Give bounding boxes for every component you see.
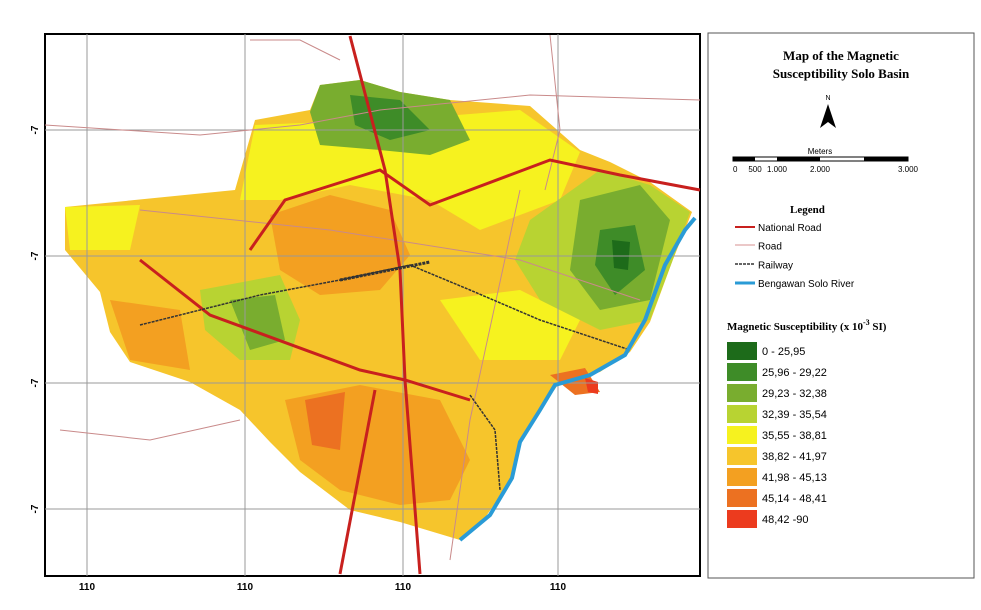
scale-bar bbox=[732, 156, 909, 162]
class-swatch bbox=[727, 510, 757, 528]
scale-label: 2.000 bbox=[810, 165, 831, 174]
class-swatch bbox=[727, 426, 757, 444]
y-grid-label: -7 bbox=[30, 504, 41, 513]
class-label: 32,39 - 35,54 bbox=[762, 409, 827, 421]
road bbox=[544, 34, 561, 191]
legend-label: Railway bbox=[758, 260, 793, 271]
zone bbox=[305, 392, 345, 450]
x-grid-label: 110 bbox=[237, 582, 254, 593]
national-road bbox=[338, 389, 377, 575]
class-swatch bbox=[727, 363, 757, 381]
scale-labels: 0 500 1.000 2.000 3.000 bbox=[733, 165, 919, 174]
legend-title: Legend bbox=[790, 204, 825, 216]
zone bbox=[585, 378, 598, 394]
scale-segment bbox=[864, 157, 908, 161]
y-grid-label: -7 bbox=[30, 125, 41, 134]
zone bbox=[612, 240, 630, 270]
national-road bbox=[348, 35, 422, 575]
north-arrow bbox=[820, 104, 836, 128]
legend-label: Bengawan Solo River bbox=[758, 279, 855, 290]
road bbox=[59, 419, 241, 441]
railway-line bbox=[139, 264, 631, 351]
scale-label: 1.000 bbox=[767, 165, 788, 174]
class-swatch bbox=[727, 384, 757, 402]
road bbox=[44, 94, 701, 136]
class-label: 45,14 - 48,41 bbox=[762, 493, 827, 505]
y-grid-label: -7 bbox=[30, 251, 41, 260]
zone bbox=[350, 95, 430, 140]
national-road bbox=[139, 258, 471, 402]
class-list: 0 - 25,95 25,96 - 29,22 29,23 - 32,38 32,39… bbox=[727, 342, 827, 528]
class-label: 48,42 -90 bbox=[762, 514, 808, 526]
roads bbox=[44, 34, 701, 561]
classes-title-part: Magnetic Susceptibility (x 10 bbox=[727, 321, 863, 333]
zone bbox=[440, 290, 580, 360]
legend-panel bbox=[707, 32, 975, 579]
class-label: 25,96 - 29,22 bbox=[762, 367, 827, 379]
zone bbox=[65, 205, 140, 250]
y-grid-label: -7 bbox=[30, 378, 41, 387]
class-swatch bbox=[727, 489, 757, 507]
railway-line bbox=[469, 394, 501, 491]
classes-title-part: SI) bbox=[870, 321, 887, 333]
legend-label: Road bbox=[758, 242, 782, 253]
legend-items: National Road Road Railway Bengawan Solo Ri… bbox=[758, 223, 855, 290]
road bbox=[449, 189, 521, 561]
x-grid-label: 110 bbox=[79, 582, 96, 593]
class-swatch bbox=[727, 405, 757, 423]
north-label: N bbox=[825, 95, 830, 102]
scale-segment bbox=[733, 157, 755, 161]
scale-segment bbox=[777, 157, 820, 161]
map-title: Map of the Magnetic bbox=[783, 48, 899, 63]
legend-label: National Road bbox=[758, 223, 821, 234]
zone bbox=[270, 195, 410, 295]
national-road bbox=[248, 158, 701, 251]
scale-label: 0 bbox=[733, 165, 738, 174]
railway-line bbox=[339, 260, 431, 282]
map-title: Susceptibility Solo Basin bbox=[773, 66, 910, 81]
scale-label: 3.000 bbox=[898, 165, 919, 174]
x-grid-label: 110 bbox=[550, 582, 567, 593]
road bbox=[250, 39, 341, 61]
class-label: 0 - 25,95 bbox=[762, 346, 805, 358]
road bbox=[139, 209, 641, 301]
legend-symbols bbox=[735, 226, 755, 285]
grid-labels: 110 110 110 110 -7 -7 -7 -7 bbox=[30, 125, 567, 593]
class-swatch bbox=[727, 447, 757, 465]
class-label: 41,98 - 45,13 bbox=[762, 472, 827, 484]
classes-title: Magnetic Susceptibility (x 10-3 SI) bbox=[727, 318, 887, 333]
classes-title-exponent: -3 bbox=[863, 318, 870, 327]
class-swatch bbox=[727, 468, 757, 486]
x-grid-label: 110 bbox=[395, 582, 412, 593]
class-label: 38,82 - 41,97 bbox=[762, 451, 827, 463]
map-body bbox=[65, 80, 692, 540]
class-label: 35,55 - 38,81 bbox=[762, 430, 827, 442]
scale-label: 500 bbox=[748, 165, 762, 174]
class-label: 29,23 - 32,38 bbox=[762, 388, 827, 400]
national-roads bbox=[139, 35, 701, 575]
river bbox=[458, 216, 697, 542]
scale-unit: Meters bbox=[808, 147, 832, 156]
railway bbox=[139, 260, 631, 491]
class-swatch bbox=[727, 342, 757, 360]
